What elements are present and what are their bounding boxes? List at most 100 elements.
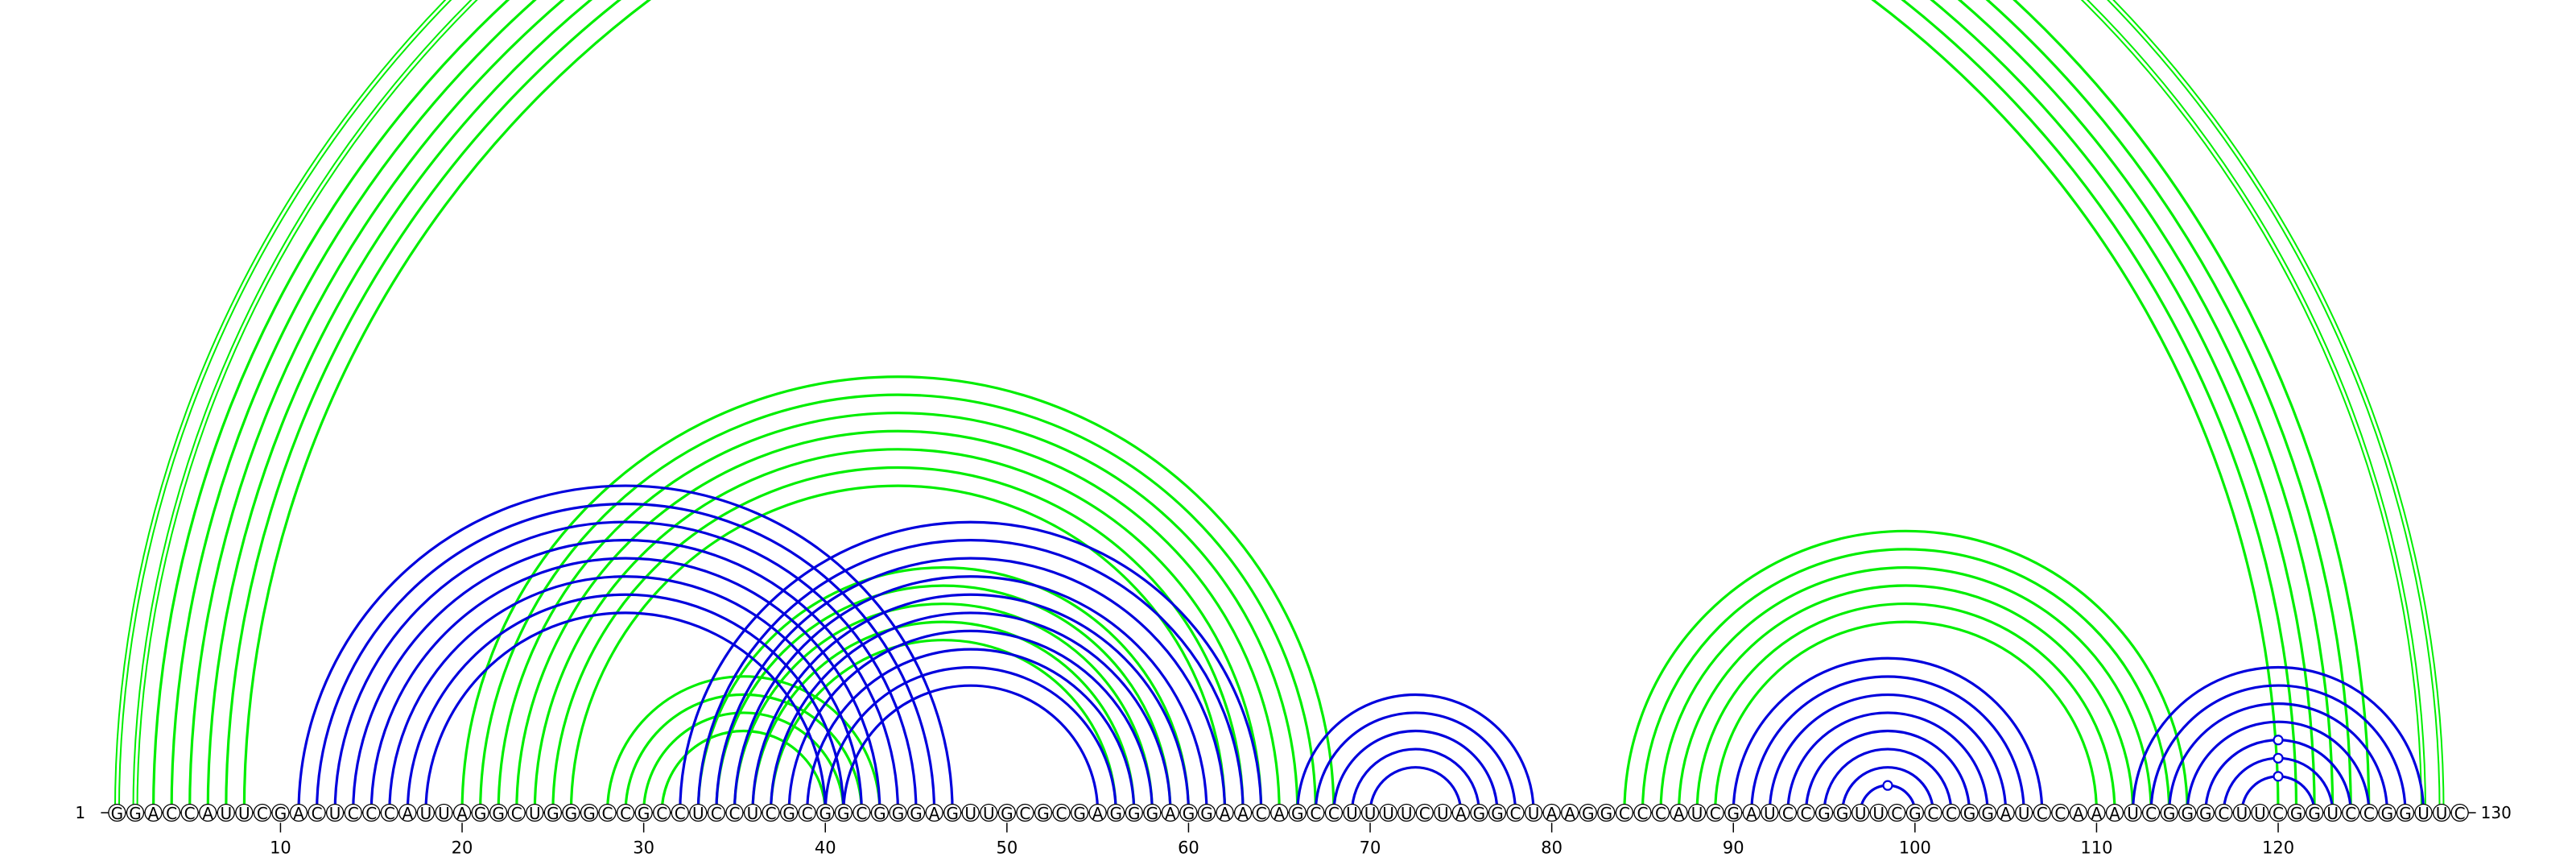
base-pair-arc <box>1368 766 1463 814</box>
nucleotide: G <box>2396 803 2415 823</box>
nucleotide: G <box>1833 803 1852 823</box>
nucleotide-letter: A <box>1546 804 1558 823</box>
nucleotide-letter: G <box>1727 804 1740 823</box>
nucleotide-letter: G <box>1128 804 1141 823</box>
nucleotide: G <box>889 803 907 823</box>
base-pair-arc <box>1623 529 2189 814</box>
nucleotide: G <box>2378 803 2396 823</box>
base-pair-arc <box>1768 693 2008 814</box>
nucleotide: G <box>1288 803 1307 823</box>
nucleotide: U <box>1379 803 1397 823</box>
base-pair-arc <box>406 593 845 814</box>
arcs-structure-b <box>114 0 2445 814</box>
sequence-start-label: 1 <box>75 803 85 822</box>
nucleotide-letter: U <box>329 804 341 823</box>
nucleotide-letter: U <box>1346 804 1358 823</box>
nucleotide-letter: C <box>1800 804 1811 823</box>
arcs-structure-a <box>297 484 2425 814</box>
nucleotide-letter: C <box>766 804 777 823</box>
nucleotide: G <box>1107 803 1125 823</box>
nucleotide: G <box>2178 803 2197 823</box>
nucleotide-letter: U <box>2254 804 2266 823</box>
base-pair-arc <box>679 520 1263 814</box>
nucleotide: C <box>1706 803 1724 823</box>
base-pair-arc <box>1841 766 1934 814</box>
nucleotide: U <box>2015 803 2033 823</box>
nucleotide: A <box>1233 803 1253 823</box>
nucleotide: G <box>126 803 145 823</box>
nucleotide: U <box>689 803 708 823</box>
base-pair-arc-inner <box>134 0 2425 814</box>
nucleotide: C <box>308 803 326 823</box>
base-pair-arc <box>2168 702 2388 814</box>
arc-marker <box>2273 735 2284 746</box>
nucleotide: G <box>489 803 508 823</box>
nucleotide: C <box>362 803 381 823</box>
base-pair-arc <box>1296 693 1535 814</box>
nucleotide-letter: U <box>692 804 704 823</box>
nucleotide: A <box>398 803 417 823</box>
nucleotide-letter: A <box>1274 804 1285 823</box>
nucleotide-letter: C <box>257 804 268 823</box>
nucleotide-letter: C <box>1056 804 1067 823</box>
nucleotide-letter: C <box>2218 804 2229 823</box>
nucleotide-letter: U <box>1691 804 1703 823</box>
nucleotide: C <box>1633 803 1652 823</box>
nucleotide: C <box>162 803 181 823</box>
nucleotide-letter: C <box>1310 804 1321 823</box>
base-pair-arc <box>460 375 1335 814</box>
nucleotide: C <box>1942 803 1961 823</box>
nucleotide-letter: U <box>1437 804 1449 823</box>
nucleotide: U <box>2323 803 2342 823</box>
nucleotide-letter: A <box>929 804 940 823</box>
nucleotide-letter: C <box>1419 804 1430 823</box>
base-pair-arc <box>806 648 1136 814</box>
tick-label: 110 <box>2080 838 2112 857</box>
nucleotide: C <box>1888 803 1906 823</box>
nucleotide-letter: C <box>312 804 323 823</box>
nucleotide-letter: G <box>782 804 795 823</box>
nucleotide-letter: G <box>492 804 505 823</box>
base-pair-arc <box>170 0 2352 814</box>
nucleotide-letter: U <box>1872 804 1885 823</box>
nucleotide: U <box>1687 803 1707 823</box>
base-pair-arc <box>188 0 2334 814</box>
nucleotide: A <box>289 803 308 823</box>
nucleotide-letter: U <box>529 804 541 823</box>
base-pair-arc <box>569 484 1227 814</box>
nucleotide: U <box>743 803 762 823</box>
nucleotide-letter: G <box>111 804 124 823</box>
nucleotide-letter: G <box>2290 804 2303 823</box>
nucleotide-letter: G <box>1981 804 1994 823</box>
base-pair-arc <box>2149 684 2407 814</box>
base-pair-arc <box>479 393 1317 814</box>
nucleotide: G <box>471 803 489 823</box>
nucleotide-letter: U <box>1401 804 1413 823</box>
nucleotide-letter: U <box>420 804 432 823</box>
nucleotide-letter: C <box>802 804 813 823</box>
nucleotide-letter: A <box>1092 804 1104 823</box>
nucleotide-letter: G <box>2199 804 2212 823</box>
base-pair-arc <box>1677 584 2135 814</box>
nucleotide: G <box>1143 803 1162 823</box>
base-pair-arc <box>206 0 2316 814</box>
nucleotide-letter: C <box>1619 804 1630 823</box>
nucleotide: U <box>1761 803 1779 823</box>
base-pair-arc <box>1350 747 1480 814</box>
base-pair-arc <box>2131 666 2425 814</box>
base-pair-arc <box>769 611 1172 814</box>
nucleotide: G <box>2287 803 2306 823</box>
base-pair-arc <box>696 539 1245 814</box>
nucleotide: A <box>144 803 163 823</box>
nucleotide-letter: C <box>2054 804 2066 823</box>
base-pair-arc <box>733 575 1208 814</box>
nucleotide-letter: G <box>837 804 850 823</box>
base-pair-arc <box>660 729 827 814</box>
nucleotide: G <box>1179 803 1198 823</box>
nucleotide: C <box>1506 803 1525 823</box>
nucleotide: C <box>1415 803 1434 823</box>
nucleotide-letter: G <box>565 804 578 823</box>
nucleotide: C <box>1778 803 1798 823</box>
base-pair-arc <box>696 565 1191 814</box>
nucleotide: G <box>1070 803 1089 823</box>
